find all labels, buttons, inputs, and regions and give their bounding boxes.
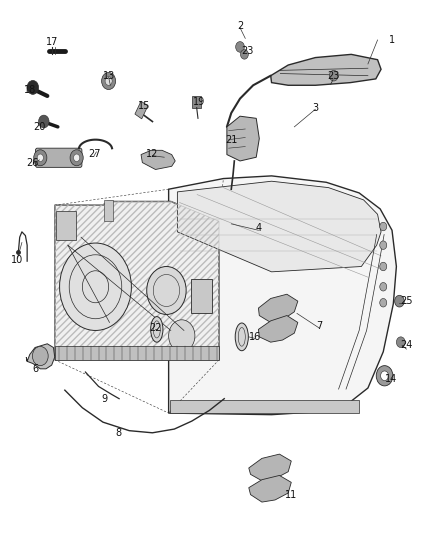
Circle shape xyxy=(147,266,186,314)
Text: 3: 3 xyxy=(312,103,318,112)
Circle shape xyxy=(380,298,387,307)
Polygon shape xyxy=(227,116,259,161)
Polygon shape xyxy=(141,150,175,169)
Text: 21: 21 xyxy=(225,135,237,144)
Text: 23: 23 xyxy=(328,71,340,80)
Circle shape xyxy=(70,150,83,166)
Text: 10: 10 xyxy=(11,255,24,265)
Circle shape xyxy=(105,77,112,85)
Circle shape xyxy=(60,243,131,330)
Circle shape xyxy=(102,72,116,90)
Circle shape xyxy=(34,150,47,166)
Bar xyxy=(192,96,201,108)
Text: 15: 15 xyxy=(138,101,150,110)
Circle shape xyxy=(381,371,389,381)
Polygon shape xyxy=(177,181,381,272)
Text: 2: 2 xyxy=(237,21,243,30)
Circle shape xyxy=(395,295,404,307)
Text: 13: 13 xyxy=(102,71,115,80)
Circle shape xyxy=(380,222,387,231)
Text: 22: 22 xyxy=(149,323,162,333)
Bar xyxy=(55,346,219,360)
Circle shape xyxy=(396,337,405,348)
Text: 8: 8 xyxy=(115,428,121,438)
Polygon shape xyxy=(249,454,291,481)
Text: 27: 27 xyxy=(88,149,100,158)
Circle shape xyxy=(380,241,387,249)
Polygon shape xyxy=(169,176,396,415)
Text: 19: 19 xyxy=(193,98,205,107)
Text: 16: 16 xyxy=(249,332,261,342)
Circle shape xyxy=(240,50,248,59)
Polygon shape xyxy=(258,294,298,322)
Text: 25: 25 xyxy=(400,296,413,306)
Text: 12: 12 xyxy=(146,149,159,158)
Polygon shape xyxy=(271,54,381,85)
Polygon shape xyxy=(26,344,55,369)
Text: 18: 18 xyxy=(24,85,36,94)
Circle shape xyxy=(236,42,244,52)
Text: 24: 24 xyxy=(400,341,413,350)
Text: 20: 20 xyxy=(33,122,46,132)
Circle shape xyxy=(74,154,80,161)
Circle shape xyxy=(37,154,43,161)
Bar xyxy=(135,101,148,119)
Text: 9: 9 xyxy=(101,394,107,403)
Circle shape xyxy=(329,70,338,81)
Circle shape xyxy=(380,262,387,271)
Bar xyxy=(170,400,359,413)
Circle shape xyxy=(27,80,39,94)
Text: 11: 11 xyxy=(285,490,297,499)
Text: 1: 1 xyxy=(389,35,395,45)
Circle shape xyxy=(380,282,387,291)
Polygon shape xyxy=(55,201,219,360)
Text: 23: 23 xyxy=(241,46,254,55)
FancyBboxPatch shape xyxy=(35,148,82,167)
Circle shape xyxy=(39,115,49,128)
Circle shape xyxy=(376,366,393,386)
Text: 7: 7 xyxy=(316,321,322,331)
Bar xyxy=(56,211,76,240)
Polygon shape xyxy=(258,316,298,342)
Text: 6: 6 xyxy=(33,364,39,374)
Ellipse shape xyxy=(235,323,248,351)
Circle shape xyxy=(32,346,48,366)
Circle shape xyxy=(169,320,195,352)
Bar xyxy=(104,200,113,221)
Bar xyxy=(191,279,212,313)
Ellipse shape xyxy=(151,317,163,342)
Text: 26: 26 xyxy=(27,158,39,167)
Text: 17: 17 xyxy=(46,37,58,46)
Text: 4: 4 xyxy=(255,223,261,233)
Polygon shape xyxy=(249,475,291,502)
Text: 14: 14 xyxy=(385,375,397,384)
